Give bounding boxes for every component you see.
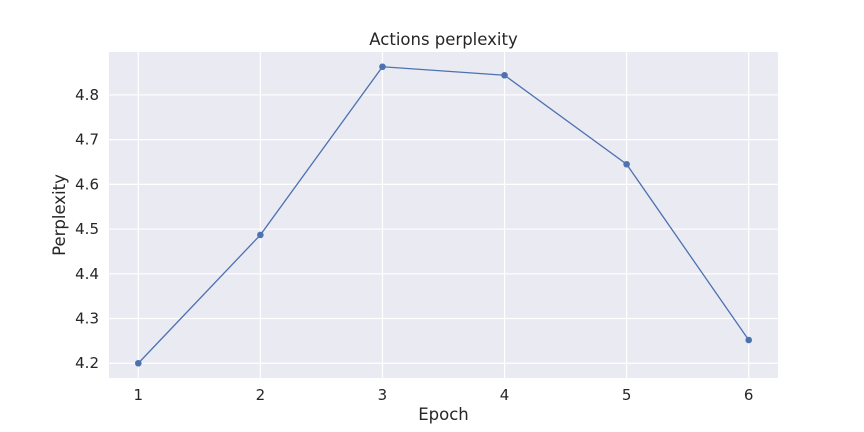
x-tick-label: 3 [378,386,388,404]
data-point [379,63,386,71]
y-tick-label: 4.6 [75,175,99,193]
y-grid [109,94,778,364]
x-grid [137,52,750,378]
data-point [501,71,508,79]
y-axis-label: Perplexity [50,174,69,256]
series-points [134,63,753,367]
x-tick-label: 5 [622,386,632,404]
x-axis-label: Epoch [418,405,469,424]
x-tick-label: 4 [500,386,510,404]
y-tick-label: 4.3 [75,310,99,328]
y-tick-label: 4.2 [75,354,99,372]
y-tick-label: 4.8 [75,86,99,104]
data-point [134,359,142,367]
chart-title: Actions perplexity [369,30,518,49]
data-point [745,336,753,344]
x-tick-label: 2 [256,386,266,404]
series-line [137,66,750,364]
x-tick-label: 1 [134,386,144,404]
y-tick-label: 4.5 [75,220,99,238]
y-tick-label: 4.7 [75,131,99,149]
y-tick-label: 4.4 [75,265,99,283]
data-point [257,231,264,239]
x-tick-labels: 1 2 3 4 5 6 [134,386,754,404]
plot-area [109,52,778,378]
y-tick-labels: 4.2 4.3 4.4 4.5 4.6 4.7 4.8 [75,86,99,372]
x-tick-label: 6 [744,386,754,404]
data-point [623,160,630,168]
